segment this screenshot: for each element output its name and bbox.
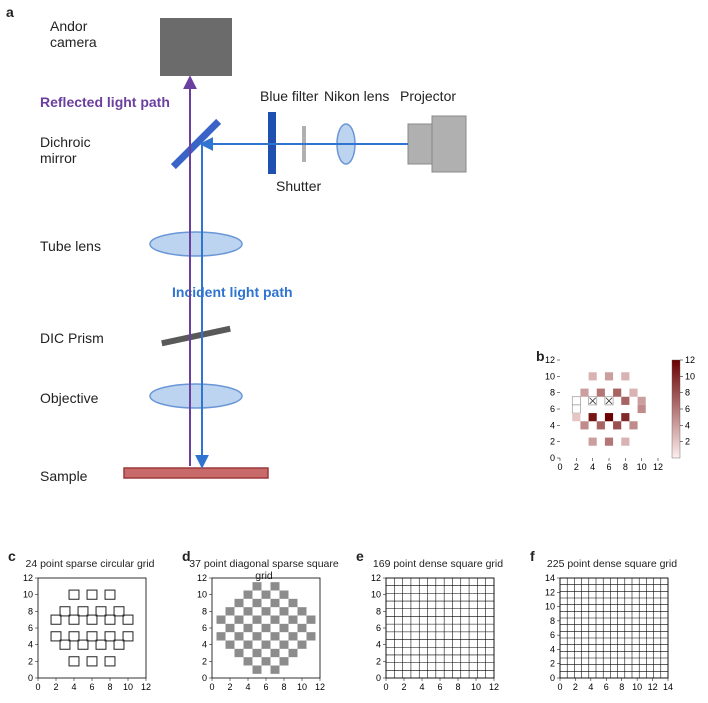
panel-c-title: 24 point sparse circular grid (6, 558, 174, 570)
svg-text:8: 8 (107, 682, 112, 692)
svg-text:8: 8 (28, 606, 33, 616)
svg-text:6: 6 (606, 462, 611, 472)
svg-text:8: 8 (455, 682, 460, 692)
svg-text:0: 0 (383, 682, 388, 692)
svg-text:4: 4 (245, 682, 250, 692)
svg-text:10: 10 (685, 371, 695, 381)
svg-text:12: 12 (141, 682, 151, 692)
svg-text:6: 6 (437, 682, 442, 692)
svg-text:10: 10 (637, 462, 647, 472)
panel-b-label: b (536, 348, 545, 364)
svg-text:4: 4 (71, 682, 76, 692)
svg-text:2: 2 (53, 682, 58, 692)
svg-text:4: 4 (550, 420, 555, 430)
panel-f-title: 225 point dense square grid (528, 558, 696, 570)
svg-text:6: 6 (685, 404, 690, 414)
grid-f: 0246810121402468101214 (542, 574, 682, 696)
svg-text:10: 10 (23, 590, 33, 600)
svg-text:12: 12 (23, 574, 33, 583)
panel-d: d 37 point diagonal sparse square grid 0… (180, 548, 348, 698)
svg-text:2: 2 (227, 682, 232, 692)
svg-text:8: 8 (623, 462, 628, 472)
svg-text:8: 8 (376, 606, 381, 616)
svg-text:2: 2 (550, 659, 555, 669)
svg-text:10: 10 (297, 682, 307, 692)
svg-text:4: 4 (376, 640, 381, 650)
svg-text:14: 14 (663, 682, 673, 692)
svg-text:8: 8 (281, 682, 286, 692)
svg-text:14: 14 (545, 574, 555, 583)
svg-text:0: 0 (557, 682, 562, 692)
svg-text:4: 4 (419, 682, 424, 692)
svg-text:12: 12 (371, 574, 381, 583)
svg-text:10: 10 (197, 590, 207, 600)
grid-e: 0 2 4 6 8 10 12 0 2 4 6 8 10 12 (368, 574, 508, 696)
panel-c: c 24 point sparse circular grid 02468101… (6, 548, 174, 698)
svg-text:12: 12 (545, 355, 555, 365)
svg-text:8: 8 (550, 616, 555, 626)
svg-text:12: 12 (489, 682, 499, 692)
svg-text:4: 4 (550, 644, 555, 654)
svg-text:6: 6 (28, 623, 33, 633)
svg-text:6: 6 (89, 682, 94, 692)
svg-text:2: 2 (28, 656, 33, 666)
svg-text:2: 2 (573, 682, 578, 692)
grid-d: 0 2 4 6 8 10 12 0 2 4 6 8 10 12 (194, 574, 334, 696)
panel-b: b 02468101202468101224681012 (540, 352, 700, 512)
svg-text:6: 6 (202, 623, 207, 633)
svg-text:6: 6 (550, 404, 555, 414)
svg-text:6: 6 (263, 682, 268, 692)
optical-diagram (0, 0, 540, 520)
svg-text:2: 2 (685, 437, 690, 447)
svg-text:4: 4 (590, 462, 595, 472)
svg-text:0: 0 (209, 682, 214, 692)
svg-text:6: 6 (550, 630, 555, 640)
svg-text:10: 10 (371, 590, 381, 600)
svg-text:0: 0 (550, 453, 555, 463)
svg-text:2: 2 (202, 656, 207, 666)
svg-text:12: 12 (315, 682, 325, 692)
svg-text:0: 0 (550, 673, 555, 683)
svg-text:10: 10 (545, 602, 555, 612)
svg-text:12: 12 (197, 574, 207, 583)
svg-text:2: 2 (376, 656, 381, 666)
svg-text:8: 8 (619, 682, 624, 692)
svg-text:8: 8 (685, 388, 690, 398)
panel-e-title: 169 point dense square grid (354, 558, 522, 570)
svg-text:12: 12 (545, 587, 555, 597)
svg-text:2: 2 (401, 682, 406, 692)
heatmap: 0 2 4 6 8 10 12 0 2 4 6 8 10 12 2 4 6 8 10 12 (540, 352, 700, 512)
svg-text:0: 0 (35, 682, 40, 692)
svg-text:4: 4 (28, 640, 33, 650)
svg-text:4: 4 (202, 640, 207, 650)
svg-text:10: 10 (545, 371, 555, 381)
svg-text:8: 8 (550, 388, 555, 398)
svg-text:4: 4 (685, 420, 690, 430)
grid-c: 0 2 4 6 8 10 12 0 2 4 6 8 10 12 (20, 574, 160, 696)
svg-text:10: 10 (471, 682, 481, 692)
svg-text:0: 0 (202, 673, 207, 683)
svg-text:2: 2 (550, 437, 555, 447)
panel-a: a Andor camera Reflected light path Blue… (0, 0, 540, 520)
svg-text:2: 2 (574, 462, 579, 472)
svg-text:6: 6 (376, 623, 381, 633)
svg-text:12: 12 (685, 355, 695, 365)
svg-text:0: 0 (557, 462, 562, 472)
svg-text:10: 10 (123, 682, 133, 692)
svg-text:6: 6 (604, 682, 609, 692)
svg-text:10: 10 (632, 682, 642, 692)
panel-f: f 225 point dense square grid 0246810121… (528, 548, 696, 698)
svg-text:0: 0 (376, 673, 381, 683)
svg-text:12: 12 (648, 682, 658, 692)
svg-text:4: 4 (588, 682, 593, 692)
svg-text:0: 0 (28, 673, 33, 683)
svg-text:12: 12 (653, 462, 663, 472)
svg-text:8: 8 (202, 606, 207, 616)
panel-e: e 169 point dense square grid 0246810120… (354, 548, 522, 698)
